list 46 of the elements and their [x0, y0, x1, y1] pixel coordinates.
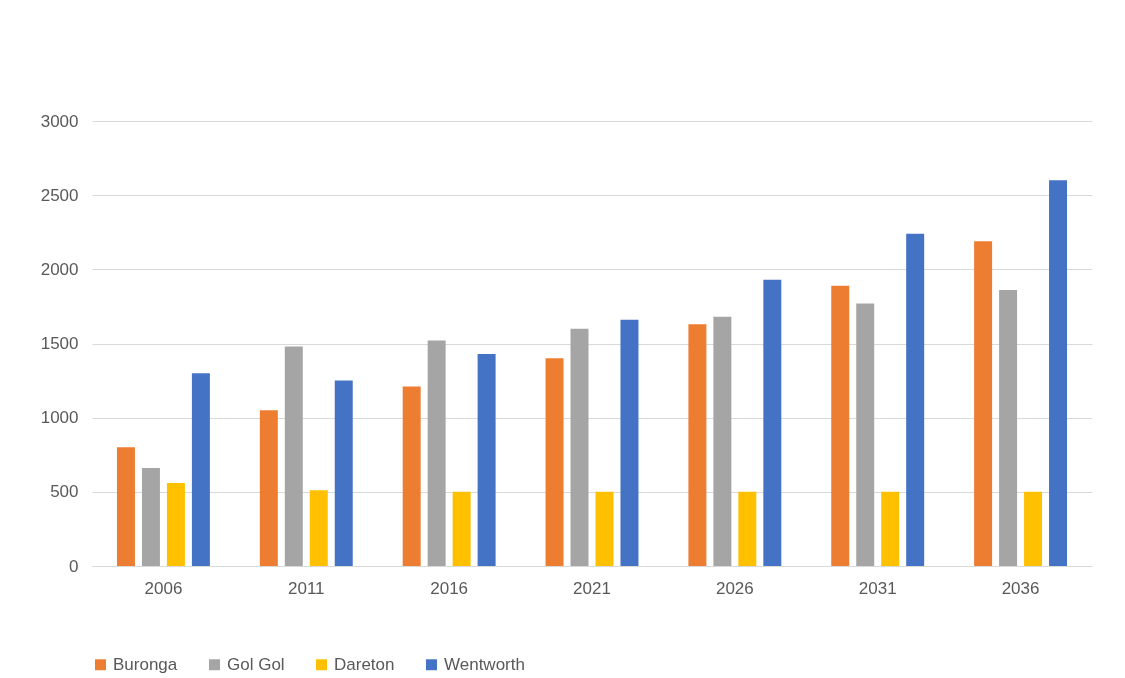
- y-tick-label: 3000: [40, 111, 79, 131]
- x-tick-label: 2036: [1001, 578, 1040, 598]
- bar: [595, 491, 614, 566]
- bar: [309, 490, 328, 566]
- bar: [477, 353, 496, 566]
- bar: [831, 285, 850, 566]
- x-tick-label: 2016: [430, 578, 469, 598]
- bar: [856, 303, 875, 566]
- bar: [334, 380, 353, 566]
- bar: [906, 233, 925, 566]
- bar: [881, 491, 900, 566]
- bar: [284, 346, 303, 566]
- bar: [545, 358, 564, 566]
- bar: [1049, 180, 1068, 566]
- x-tick-label: 2006: [144, 578, 183, 598]
- bar: [141, 468, 160, 566]
- x-tick-label: 2026: [715, 578, 754, 598]
- bar: [738, 491, 757, 566]
- bar: [620, 319, 639, 566]
- y-tick-label: 1500: [40, 334, 79, 353]
- bar: [974, 241, 993, 566]
- legend-label: Gol Gol: [227, 654, 285, 674]
- bar: [191, 373, 210, 566]
- legend-label: Dareton: [334, 654, 395, 674]
- bar: [688, 324, 707, 566]
- bar: [452, 491, 471, 566]
- y-tick-label: 0: [69, 556, 79, 576]
- legend-label: Buronga: [113, 654, 178, 674]
- bar: [1024, 491, 1043, 566]
- x-tick-label: 2031: [858, 578, 897, 598]
- bar: [570, 328, 589, 566]
- bar: [166, 482, 185, 566]
- bar: [713, 316, 732, 566]
- bar: [259, 410, 278, 566]
- y-tick-label: 1000: [40, 408, 79, 428]
- bar: [427, 340, 446, 566]
- bar: [763, 279, 782, 566]
- bar: [402, 386, 421, 566]
- x-tick-label: 2021: [573, 578, 611, 598]
- y-tick-label: 2000: [40, 259, 79, 279]
- x-tick-label: 2011: [288, 578, 325, 598]
- legend-label: Wentworth: [444, 654, 525, 674]
- bar: [116, 447, 135, 566]
- y-tick-label: 500: [50, 482, 79, 502]
- bar: [999, 290, 1018, 566]
- y-tick-label: 2500: [40, 185, 79, 205]
